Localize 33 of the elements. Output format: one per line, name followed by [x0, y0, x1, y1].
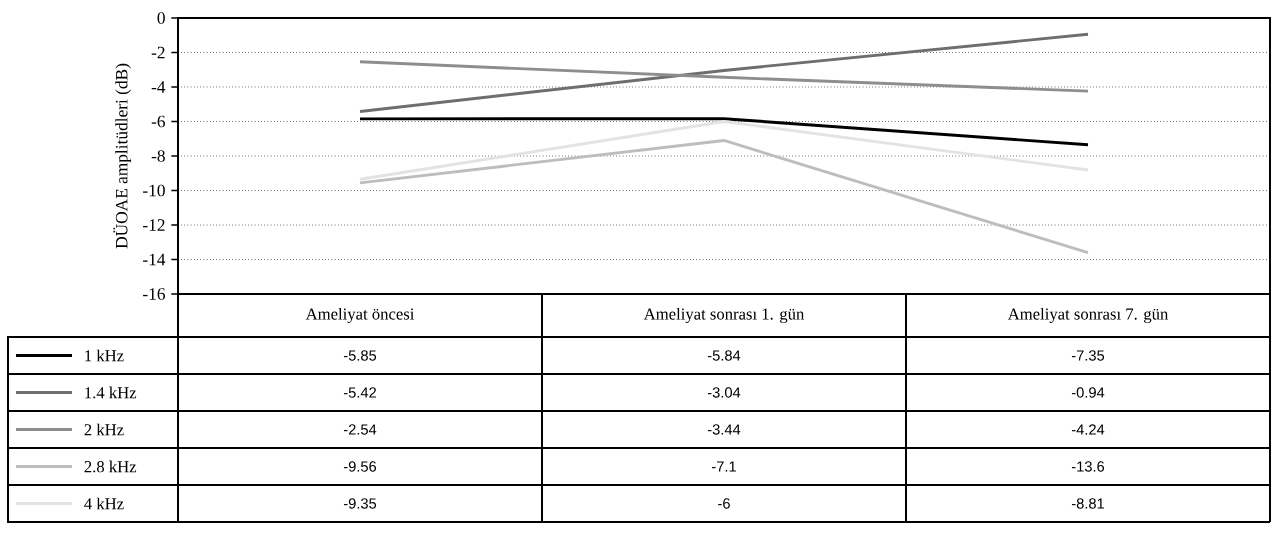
data-label: -5.85 [343, 350, 377, 361]
data-label: -13.6 [1071, 461, 1105, 472]
y-tick-label: -10 [143, 184, 165, 197]
data-label: -7.1 [712, 461, 736, 472]
data-label: -8.81 [1071, 498, 1104, 509]
legend-label: 1 kHz [85, 349, 124, 362]
data-label: -5.42 [343, 387, 376, 398]
y-tick-label: -16 [143, 288, 166, 300]
data-label: -3.04 [707, 387, 741, 398]
data-label: -9.35 [343, 498, 377, 509]
y-tick-label: -6 [151, 115, 166, 128]
y-tick-label: -12 [143, 219, 165, 231]
legend-label: 2.8 kHz [84, 460, 137, 473]
legend-label: 4 kHz [84, 497, 124, 510]
x-tick-label: Ameliyat sonrası 1. gün [643, 307, 805, 324]
data-label: -6 [718, 498, 730, 509]
data-label: -7.35 [1071, 350, 1105, 361]
x-tick-label: Ameliyat sonrası 7. gün [1007, 307, 1169, 324]
data-label: -9.56 [343, 461, 377, 472]
y-tick-label: -8 [151, 150, 165, 162]
y-tick-label: -2 [151, 46, 165, 59]
y-axis-title: DÜOAE amplitüdleri (dB) [113, 63, 132, 249]
x-tick-label: Ameliyat öncesi [305, 307, 415, 324]
data-label: -0.94 [1071, 387, 1105, 398]
y-tick-label: -4 [151, 81, 166, 93]
y-tick-label: 0 [157, 12, 165, 24]
data-label: -3.44 [707, 424, 741, 435]
legend-label: 1.4 kHz [85, 386, 137, 399]
legend-label: 2 kHz [84, 423, 124, 436]
data-label: -5.84 [707, 350, 741, 361]
data-label: -2.54 [343, 424, 377, 435]
y-tick-label: -14 [143, 253, 166, 266]
data-label: -4.24 [1071, 424, 1105, 435]
